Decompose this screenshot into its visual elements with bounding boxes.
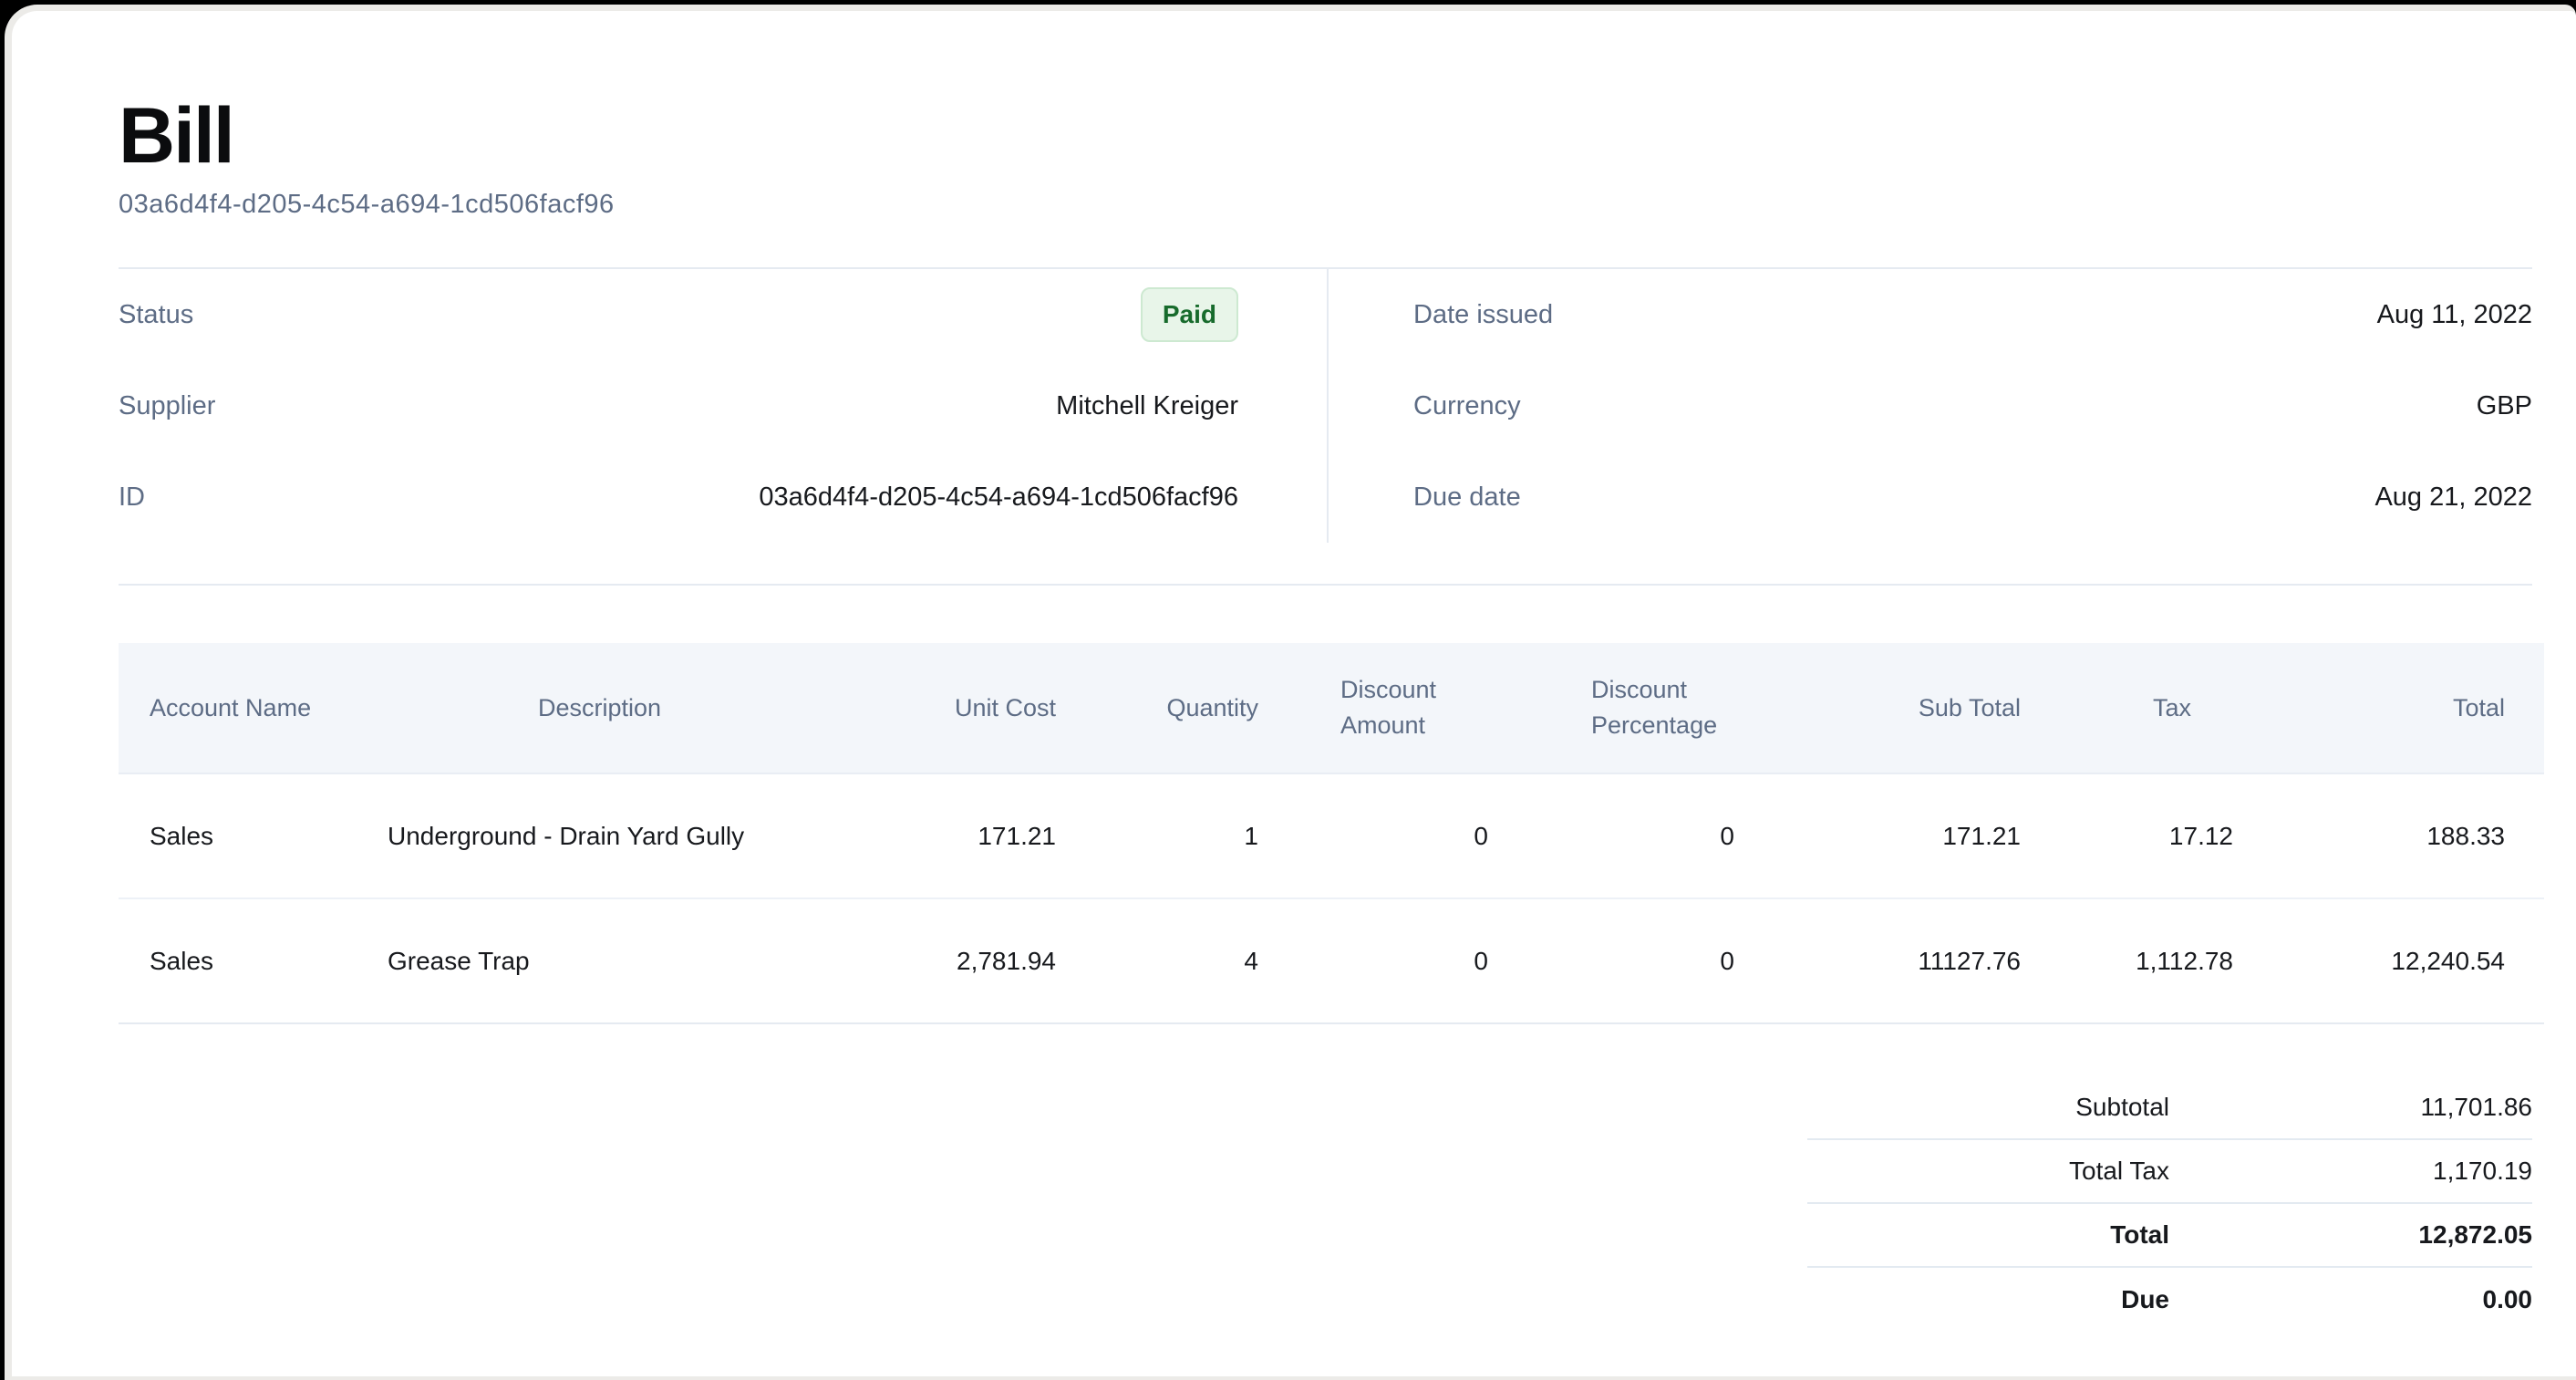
cell-sub-total: 11127.76 — [1742, 898, 2021, 1024]
cell-description: Grease Trap — [388, 898, 921, 1024]
column-header-total: Total — [2233, 643, 2544, 774]
cell-discount-percentage: 0 — [1495, 898, 1742, 1024]
currency-label: Currency — [1413, 390, 1521, 420]
line-item-row: Sales Grease Trap 2,781.94 4 0 0 11127.7… — [119, 898, 2544, 1024]
meta-row-supplier: Supplier Mitchell Kreiger — [119, 360, 1238, 451]
meta-row-currency: Currency GBP — [1413, 360, 2532, 451]
window-frame: Bill 03a6d4f4-d205-4c54-a694-1cd506facf9… — [5, 5, 2576, 1380]
cell-quantity: 1 — [1056, 773, 1258, 899]
cell-total: 188.33 — [2233, 773, 2544, 899]
summary-row-total-tax: Total Tax 1,170.19 — [1807, 1140, 2532, 1204]
summary-row-total: Total 12,872.05 — [1807, 1204, 2532, 1268]
cell-discount-amount: 0 — [1258, 898, 1495, 1024]
cell-unit-cost: 171.21 — [921, 773, 1056, 899]
column-header-description: Description — [388, 643, 921, 774]
bill-meta-right-column: Date issued Aug 11, 2022 Currency GBP Du… — [1327, 269, 2532, 543]
totals-summary: Subtotal 11,701.86 Total Tax 1,170.19 To… — [1807, 1076, 2532, 1332]
meta-row-due-date: Due date Aug 21, 2022 — [1413, 451, 2532, 543]
cell-description: Underground - Drain Yard Gully — [388, 773, 921, 899]
bill-meta-left-column: Status Paid Supplier Mitchell Kreiger ID… — [119, 269, 1327, 543]
column-header-discount-percentage: Discount Percentage — [1495, 643, 1742, 774]
cell-discount-amount: 0 — [1258, 773, 1495, 899]
cell-unit-cost: 2,781.94 — [921, 898, 1056, 1024]
cell-account-name: Sales — [119, 898, 388, 1024]
cell-quantity: 4 — [1056, 898, 1258, 1024]
id-value: 03a6d4f4-d205-4c54-a694-1cd506facf96 — [759, 482, 1238, 512]
divider — [119, 267, 2532, 269]
page-title: Bill — [119, 92, 235, 180]
meta-row-date-issued: Date issued Aug 11, 2022 — [1413, 269, 2532, 360]
due-date-value: Aug 21, 2022 — [2374, 482, 2532, 512]
subtotal-label: Subtotal — [2075, 1093, 2169, 1121]
currency-value: GBP — [2476, 390, 2532, 420]
line-item-row: Sales Underground - Drain Yard Gully 171… — [119, 773, 2544, 899]
status-label: Status — [119, 299, 194, 329]
status-badge: Paid — [1140, 287, 1238, 342]
column-header-quantity: Quantity — [1056, 643, 1258, 774]
cell-total: 12,240.54 — [2233, 898, 2544, 1024]
cell-tax: 17.12 — [2021, 773, 2233, 899]
due-value: 0.00 — [2482, 1285, 2533, 1313]
meta-row-id: ID 03a6d4f4-d205-4c54-a694-1cd506facf96 — [119, 451, 1238, 543]
column-header-tax: Tax — [2021, 643, 2233, 774]
column-header-account-name: Account Name — [119, 643, 388, 774]
subtotal-value: 11,701.86 — [2420, 1093, 2533, 1121]
due-date-label: Due date — [1413, 482, 1521, 512]
column-header-sub-total: Sub Total — [1742, 643, 2021, 774]
total-value: 12,872.05 — [2418, 1220, 2532, 1249]
date-issued-value: Aug 11, 2022 — [2376, 299, 2532, 329]
bill-detail-page: Bill 03a6d4f4-d205-4c54-a694-1cd506facf9… — [12, 11, 2576, 1376]
date-issued-label: Date issued — [1413, 299, 1554, 329]
supplier-label: Supplier — [119, 390, 216, 420]
meta-row-status: Status Paid — [119, 269, 1238, 360]
summary-row-due: Due 0.00 — [1807, 1268, 2532, 1332]
divider — [119, 584, 2532, 586]
line-items-header: Account Name Description Unit Cost Quant… — [119, 643, 2544, 774]
bill-uuid: 03a6d4f4-d205-4c54-a694-1cd506facf96 — [119, 190, 615, 219]
summary-row-subtotal: Subtotal 11,701.86 — [1807, 1076, 2532, 1140]
cell-discount-percentage: 0 — [1495, 773, 1742, 899]
cell-sub-total: 171.21 — [1742, 773, 2021, 899]
id-label: ID — [119, 482, 145, 512]
total-label: Total — [2110, 1220, 2169, 1249]
line-items-table: Account Name Description Unit Cost Quant… — [119, 643, 2544, 1024]
column-header-unit-cost: Unit Cost — [921, 643, 1056, 774]
cell-tax: 1,112.78 — [2021, 898, 2233, 1024]
total-tax-value: 1,170.19 — [2433, 1157, 2532, 1185]
supplier-value: Mitchell Kreiger — [1056, 390, 1238, 420]
column-header-discount-amount: Discount Amount — [1258, 643, 1495, 774]
total-tax-label: Total Tax — [2069, 1157, 2169, 1185]
due-label: Due — [2121, 1285, 2169, 1313]
cell-account-name: Sales — [119, 773, 388, 899]
bill-meta-section: Status Paid Supplier Mitchell Kreiger ID… — [119, 269, 2532, 543]
